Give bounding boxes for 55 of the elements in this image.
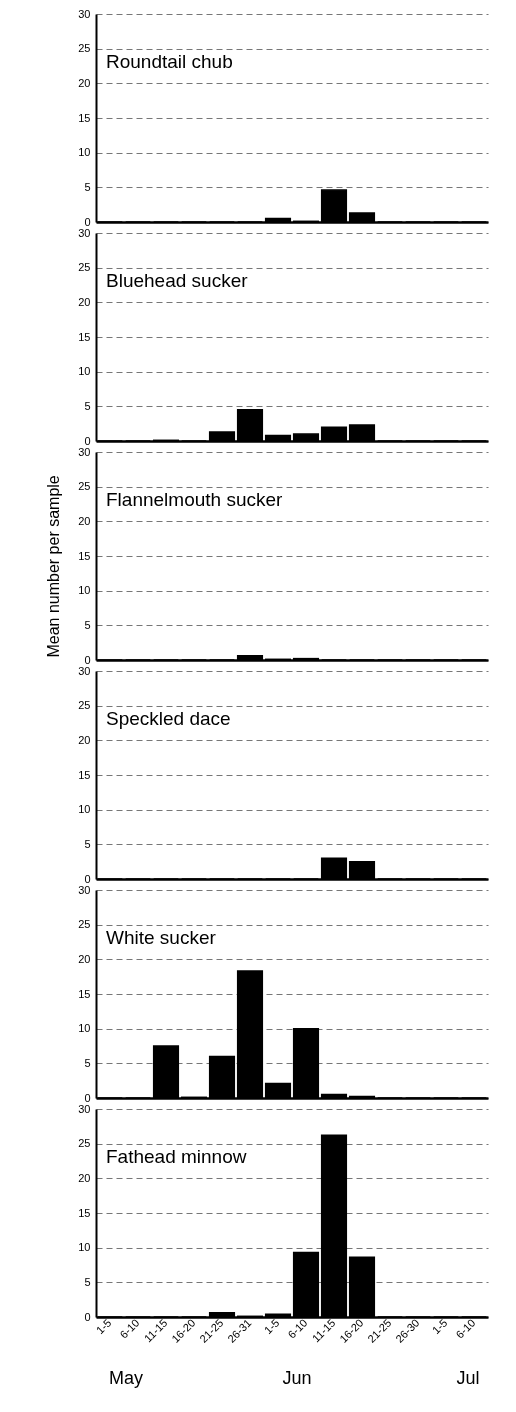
y-tick-label: 5 [84,1275,91,1288]
text: White sucker [106,926,217,948]
y-tick-label: 20 [78,1171,91,1184]
y-tick-label: 15 [78,330,91,343]
text: Bluehead sucker [106,269,249,291]
y-tick-label: 15 [78,987,91,1000]
y-tick-label: 20 [78,952,91,965]
y-tick-label: 25 [78,1137,91,1150]
y-tick-label: 20 [78,514,91,527]
y-axis-title: Mean number per sample [45,475,62,658]
y-tick-label: 5 [84,180,91,193]
y-tick-label: 15 [78,1206,91,1219]
y-tick-label: 0 [84,434,91,447]
text: Jun [282,1368,312,1388]
y-tick-label: 10 [78,1022,91,1035]
y-tick-label: 15 [78,768,91,781]
x-tick-label: 1-5 [93,1316,114,1337]
y-tick-label: 0 [84,872,91,885]
y-tick-label: 10 [78,365,91,378]
y-tick-label: 25 [78,261,91,274]
y-tick-label: 0 [84,653,91,666]
y-tick-label: 10 [78,803,91,816]
y-tick-label: 30 [78,664,91,677]
y-tick-label: 0 [84,1310,91,1323]
x-tick-label: 1-5 [429,1316,450,1337]
y-tick-label: 30 [78,7,91,20]
y-tick-label: 10 [78,146,91,159]
y-tick-label: 0 [84,215,91,228]
y-tick-label: 5 [84,837,91,850]
text: Fathead minnow [106,1145,247,1167]
y-tick-label: 30 [78,226,91,239]
y-tick-label: 20 [78,733,91,746]
y-tick-label: 15 [78,549,91,562]
y-tick-label: 5 [84,1056,91,1069]
text: Speckled dace [106,707,231,729]
y-tick-label: 25 [78,480,91,493]
y-tick-label: 25 [78,918,91,931]
text: Jul [456,1368,480,1388]
text: Flannelmouth sucker [106,488,284,510]
y-tick-label: 20 [78,76,91,89]
y-tick-label: 10 [78,584,91,597]
y-tick-label: 10 [78,1241,91,1254]
y-tick-label: 15 [78,111,91,124]
y-tick-label: 30 [78,883,91,896]
y-tick-label: 20 [78,295,91,308]
text: May [108,1368,144,1388]
y-tick-label: 30 [78,445,91,458]
y-tick-label: 25 [78,42,91,55]
y-tick-label: 5 [84,399,91,412]
y-tick-label: 0 [84,1091,91,1104]
y-tick-label: 5 [84,618,91,631]
text: Roundtail chub [106,50,233,72]
y-tick-label: 25 [78,699,91,712]
y-tick-label: 30 [78,1102,91,1115]
x-tick-label: 1-5 [261,1316,282,1337]
